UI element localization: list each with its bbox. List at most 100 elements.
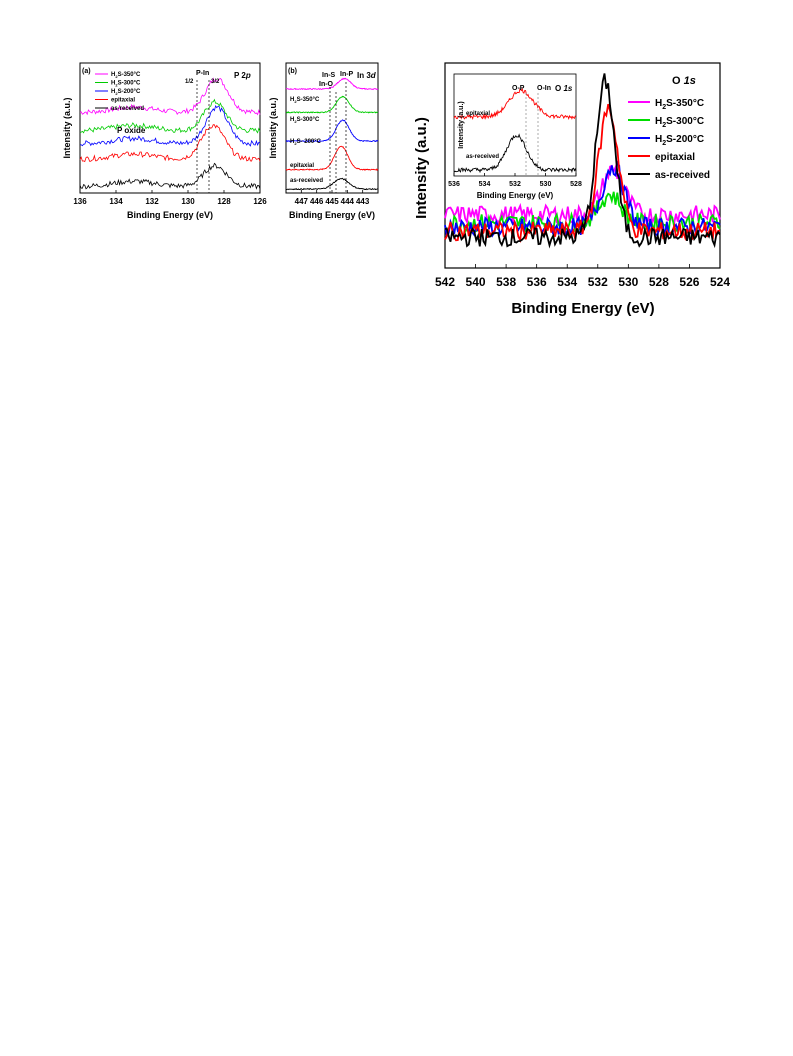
x-tick-label: 134 bbox=[109, 197, 123, 206]
inset-core-level: O 1s bbox=[555, 84, 573, 93]
x-tick-label: 536 bbox=[527, 275, 547, 289]
series-line-h2s-300-c bbox=[444, 191, 721, 236]
x-tick-label: 444 bbox=[341, 197, 355, 206]
legend-label-h2s-300-c: H2S-300°C bbox=[111, 81, 141, 88]
series-line-h2s-200-c bbox=[444, 160, 721, 239]
series-group-inset bbox=[453, 87, 577, 174]
in-s-annotation: In-S bbox=[322, 72, 336, 79]
x-tick-label: 538 bbox=[496, 275, 516, 289]
three-half-annotation: 3/2 bbox=[211, 79, 220, 85]
x-tick-label: 542 bbox=[435, 275, 455, 289]
series-line-as-received bbox=[444, 73, 721, 249]
legend-label-as-received: as-received bbox=[655, 170, 710, 181]
legend-label-h2s-350-c: H2S-350°C bbox=[655, 98, 704, 111]
series-line-epitaxial bbox=[444, 103, 721, 244]
plot-frame-a bbox=[79, 62, 261, 194]
x-ticks-b: 447 446 445 444 443 bbox=[295, 190, 370, 206]
x-tick-label: 526 bbox=[679, 275, 699, 289]
series-line-epitaxial bbox=[79, 124, 261, 163]
legend-label-h2s-200-c: H2S-200°C bbox=[111, 89, 141, 96]
in-p-annotation: In-P bbox=[340, 71, 354, 78]
in-o-annotation: In-O bbox=[319, 81, 334, 88]
legend-label-h2s-300-c: H2S-300°C bbox=[655, 116, 704, 129]
x-tick-label: 530 bbox=[618, 275, 638, 289]
legend-label-h2s-200-c: H2S- 200°C bbox=[290, 139, 322, 146]
series-line-h2s-200-c bbox=[80, 104, 261, 147]
x-axis-label-c: Binding Energy (eV) bbox=[511, 300, 654, 317]
x-tick-label: 540 bbox=[466, 275, 486, 289]
core-level-c: O 1s bbox=[672, 75, 696, 87]
y-axis-label-b: Intensity (a.u.) bbox=[268, 97, 278, 158]
plot-frame-b bbox=[285, 62, 379, 194]
panel-label-a: (a) bbox=[82, 68, 91, 75]
series-group-b bbox=[285, 77, 379, 191]
legend-label-as-received: as-received bbox=[466, 154, 499, 160]
x-axis-label-a: Binding Energy (eV) bbox=[127, 210, 213, 220]
legend-label-h2s-350-c: H2S-350°C bbox=[111, 72, 141, 79]
legend-label-epitaxial: epitaxial bbox=[290, 163, 314, 169]
x-axis-label-b: Binding Energy (eV) bbox=[289, 210, 375, 220]
core-level-a: P 2p bbox=[234, 71, 251, 80]
x-tick-label: 532 bbox=[588, 275, 608, 289]
legend-label-h2s-200-c: H2S-200°C bbox=[655, 134, 704, 147]
series-line-as-received bbox=[79, 162, 261, 190]
x-tick-label: 130 bbox=[181, 197, 195, 206]
x-ticks-a: 136 134 132 130 128 126 bbox=[73, 190, 267, 206]
p-oxide-annotation: P oxide bbox=[117, 126, 146, 135]
panel-label-b: (b) bbox=[288, 68, 297, 75]
plot-frame-c bbox=[444, 62, 721, 269]
o-in-annotation: O-In bbox=[537, 85, 551, 92]
x-ticks-c: 542 540 538 536 534 532 530 528 526 524 bbox=[435, 264, 730, 289]
series-line-as-received bbox=[453, 133, 577, 174]
x-tick-label: 524 bbox=[710, 275, 730, 289]
p-in-annotation: P-In bbox=[196, 70, 209, 77]
legend-label-epitaxial: epitaxial bbox=[111, 98, 135, 104]
series-line-epitaxial bbox=[453, 87, 576, 120]
legend-label-as-received: as-received bbox=[111, 106, 144, 112]
inset-x-axis-label: Binding Energy (eV) bbox=[477, 191, 554, 200]
x-tick-label: 530 bbox=[540, 181, 552, 188]
x-tick-label: 528 bbox=[649, 275, 669, 289]
series-line-as-received bbox=[285, 177, 379, 191]
series-line-h2s-350-c bbox=[285, 77, 379, 91]
x-tick-label: 132 bbox=[145, 197, 159, 206]
x-tick-label: 126 bbox=[253, 197, 267, 206]
x-ticks-inset: 536 534 532 530 528 bbox=[448, 173, 582, 188]
series-line-h2s-300-c bbox=[285, 95, 379, 114]
legend-label-epitaxial: epitaxial bbox=[655, 152, 695, 163]
x-tick-label: 136 bbox=[73, 197, 87, 206]
inset-y-axis-label: Intensity (a.u.) bbox=[458, 101, 465, 148]
x-tick-label: 445 bbox=[325, 197, 339, 206]
x-tick-label: 446 bbox=[310, 197, 324, 206]
x-tick-label: 534 bbox=[479, 181, 491, 188]
y-axis-label-a: Intensity (a.u.) bbox=[62, 97, 72, 158]
inset-frame bbox=[453, 73, 577, 177]
x-tick-label: 528 bbox=[570, 181, 582, 188]
series-line-h2s-350-c bbox=[444, 164, 721, 227]
legend-label-h2s-350-c: H2S-350°C bbox=[290, 97, 320, 104]
curve-labels-b: H2S-350°C H2S-300°C H2S- 200°C epitaxial as-… bbox=[290, 97, 323, 184]
half-annotation: 1/2 bbox=[185, 79, 194, 85]
legend-c: H2S-350°C H2S-300°C H2S-200°C epitaxial as-r… bbox=[628, 98, 710, 181]
curve-labels-inset: epitaxial as-received bbox=[466, 111, 499, 160]
y-axis-label-c: Intensity (a.u.) bbox=[413, 117, 430, 219]
x-tick-label: 447 bbox=[295, 197, 309, 206]
x-tick-label: 532 bbox=[509, 181, 521, 188]
legend-label-epitaxial: epitaxial bbox=[466, 111, 490, 117]
series-group-c bbox=[444, 73, 721, 249]
x-tick-label: 128 bbox=[217, 197, 231, 206]
core-level-b: In 3d bbox=[357, 71, 377, 80]
series-line-h2s-200-c bbox=[285, 119, 379, 143]
series-group-a bbox=[79, 77, 261, 190]
series-line-h2s-350-c bbox=[79, 77, 261, 116]
o-p-annotation: O-P bbox=[512, 85, 525, 92]
legend-label-as-received: as-received bbox=[290, 178, 323, 184]
series-line-h2s-300-c bbox=[79, 98, 261, 134]
x-tick-label: 536 bbox=[448, 181, 460, 188]
series-line-epitaxial bbox=[285, 145, 379, 171]
x-tick-label: 534 bbox=[557, 275, 577, 289]
